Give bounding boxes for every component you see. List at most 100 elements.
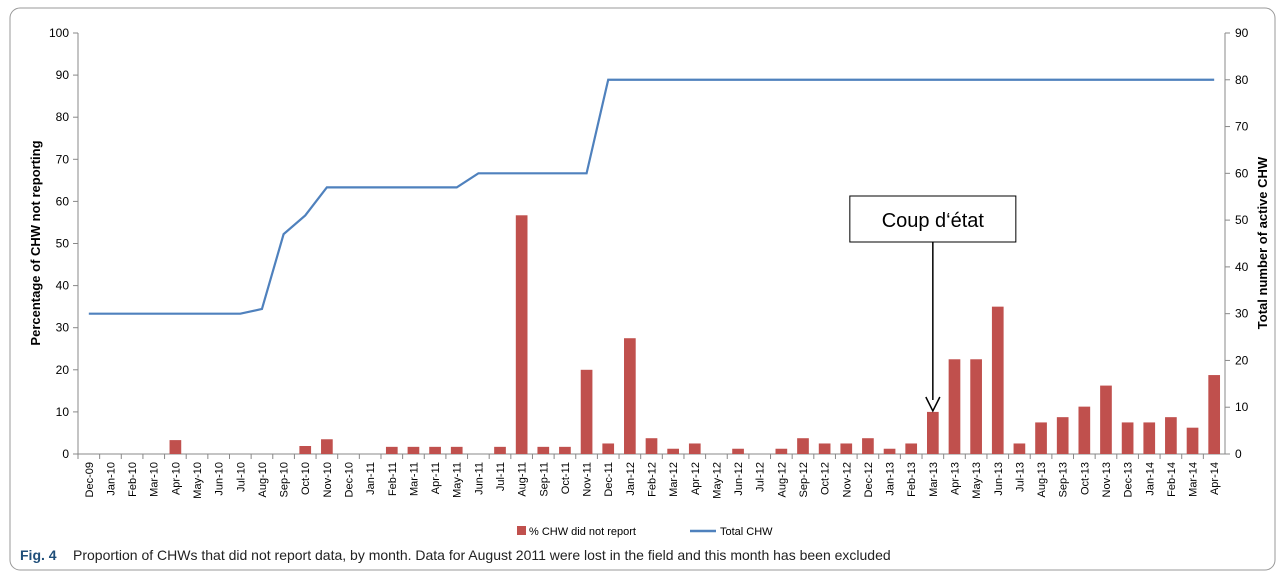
bar — [1078, 406, 1091, 454]
bar — [688, 443, 701, 454]
x-tick-label: May-11 — [452, 462, 464, 498]
x-tick-label: Oct-12 — [820, 462, 832, 495]
x-tick-label: Jul-11 — [495, 462, 507, 491]
bar — [645, 438, 658, 454]
y-tick-label: 50 — [56, 237, 70, 251]
x-tick-label: Feb-12 — [647, 462, 659, 497]
x-tick-label: Nov-11 — [582, 462, 594, 497]
x-tick-label: Jun-13 — [993, 462, 1005, 496]
annotation-text: Coup d‘état — [882, 210, 985, 232]
bar — [732, 448, 744, 454]
y2-tick-label: 20 — [1235, 353, 1249, 367]
x-tick-label: Feb-10 — [127, 462, 139, 497]
bar — [1186, 427, 1199, 454]
y-tick-label: 40 — [56, 279, 70, 293]
y-tick-label: 90 — [56, 68, 70, 82]
x-tick-label: Apr-10 — [170, 462, 182, 495]
bar — [862, 438, 874, 454]
x-tick-label: Nov-12 — [841, 462, 853, 497]
x-tick-label: Sep-13 — [1058, 462, 1070, 497]
y2-tick-label: 40 — [1235, 260, 1249, 274]
bar — [537, 446, 550, 454]
y-tick-label: 70 — [56, 152, 70, 166]
bar — [407, 446, 420, 454]
x-tick-label: Apr-14 — [1209, 462, 1221, 495]
figure-label: Fig. 4 — [20, 547, 57, 563]
x-tick-label: Sep-12 — [798, 462, 810, 497]
x-tick-label: Jul-10 — [235, 462, 247, 492]
x-tick-label: Oct-10 — [300, 462, 312, 495]
x-tick-label: Feb-11 — [387, 462, 399, 496]
y-tick-label: 0 — [62, 447, 69, 461]
annotation-box — [849, 195, 1017, 243]
bar — [1056, 417, 1069, 454]
bar — [169, 440, 182, 454]
y-tick-label: 80 — [56, 110, 70, 124]
x-tick-label: Mar-13 — [928, 462, 940, 497]
x-tick-label: Nov-13 — [1101, 462, 1113, 497]
bar — [515, 215, 528, 454]
x-tick-label: Jul-13 — [1014, 462, 1026, 492]
bar — [840, 443, 853, 454]
x-tick-label: Jan-13 — [885, 462, 897, 496]
y2-axis-title: Total number of active CHW — [1255, 156, 1270, 329]
x-tick-label: Aug-11 — [517, 462, 529, 497]
x-tick-label: Apr-12 — [690, 462, 702, 495]
x-tick-label: Apr-11 — [430, 462, 442, 494]
x-tick-label: Jun-12 — [733, 462, 745, 496]
x-tick-label: Dec-10 — [344, 462, 356, 497]
x-tick-label: Mar-12 — [668, 462, 680, 497]
x-tick-label: Apr-13 — [949, 462, 961, 495]
y2-tick-label: 50 — [1235, 213, 1249, 227]
x-tick-label: Jan-14 — [1144, 462, 1156, 496]
bar — [385, 446, 398, 454]
x-tick-label: Aug-13 — [1036, 462, 1048, 497]
bar — [624, 338, 636, 454]
x-tick-label: Dec-11 — [603, 462, 615, 497]
y2-tick-label: 0 — [1235, 447, 1242, 461]
x-tick-label: Jan-11 — [365, 462, 377, 495]
y-tick-label: 10 — [56, 405, 70, 419]
frame — [9, 7, 1276, 571]
bar — [905, 443, 918, 454]
bar — [948, 359, 961, 454]
bar — [299, 446, 312, 454]
bar — [883, 448, 896, 454]
bar — [1013, 443, 1026, 454]
x-tick-label: Mar-11 — [408, 462, 420, 496]
legend-swatch — [517, 526, 526, 535]
y2-tick-label: 30 — [1235, 307, 1249, 321]
y-tick-label: 20 — [56, 363, 70, 377]
bar — [494, 446, 506, 454]
legend-label: % CHW did not report — [529, 526, 636, 538]
x-tick-label: Dec-12 — [863, 462, 875, 497]
bar — [1121, 422, 1134, 454]
x-tick-label: Feb-14 — [1166, 462, 1178, 497]
bar — [429, 446, 441, 454]
bar — [818, 443, 831, 454]
legend-label: Total CHW — [720, 526, 773, 538]
x-tick-label: Dec-09 — [84, 462, 96, 497]
x-tick-label: Mar-14 — [1188, 462, 1200, 497]
bar — [991, 306, 1004, 454]
y2-tick-label: 60 — [1235, 166, 1249, 180]
line — [88, 78, 1215, 315]
bar — [1143, 422, 1156, 454]
x-tick-label: Jan-10 — [105, 462, 117, 496]
x-tick-label: Jan-12 — [625, 462, 637, 496]
bar — [580, 369, 593, 454]
x-tick-label: Nov-10 — [322, 462, 334, 497]
bar — [1165, 417, 1177, 454]
x-tick-label: Jun-11 — [473, 462, 485, 495]
x-tick-label: Aug-10 — [257, 462, 269, 497]
bar — [667, 448, 679, 454]
x-tick-label: Oct-11 — [560, 462, 572, 494]
bar — [602, 443, 615, 454]
bar — [797, 438, 809, 454]
y2-tick-label: 10 — [1235, 400, 1249, 414]
x-tick-label: Aug-12 — [776, 462, 788, 497]
x-tick-label: Jun-10 — [214, 462, 226, 496]
y-tick-label: 100 — [49, 26, 69, 40]
bar — [1100, 385, 1112, 454]
